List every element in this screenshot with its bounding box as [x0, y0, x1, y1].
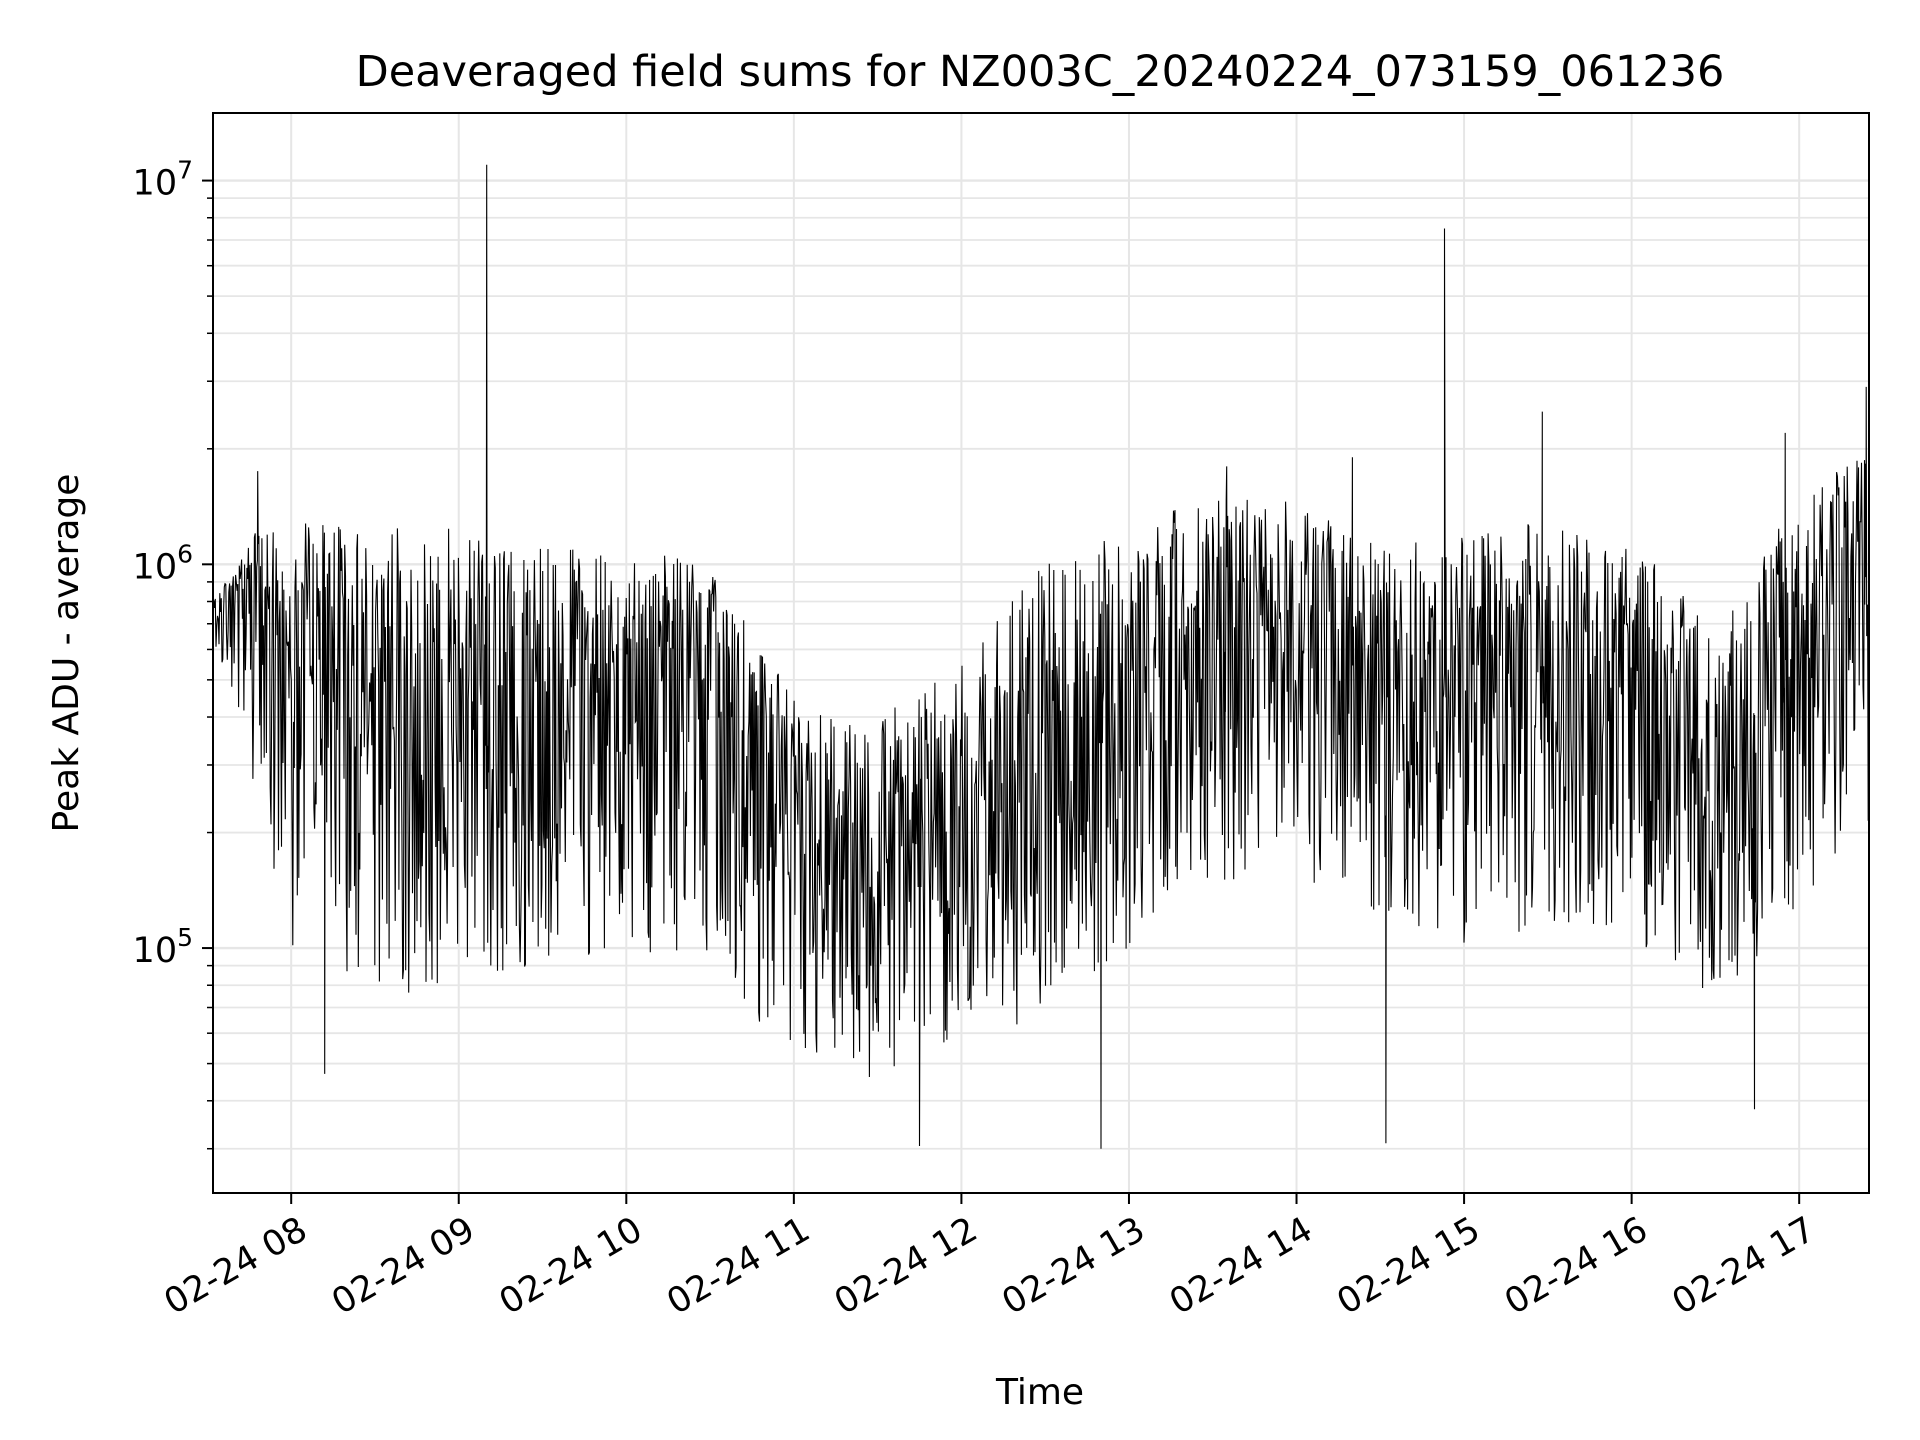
- chart-title: Deaveraged field sums for NZ003C_2024022…: [356, 47, 1725, 97]
- plot-frame: [212, 112, 1870, 1194]
- series-layer: [213, 164, 1869, 1149]
- y-ticks: 105 106 107: [133, 156, 213, 1150]
- y-tick-label: 105: [133, 923, 193, 971]
- y-axis-label: Peak ADU - average: [46, 474, 87, 833]
- y-tick-label: 107: [133, 156, 193, 204]
- x-axis-label: Time: [995, 1372, 1084, 1413]
- series-line: [213, 164, 1869, 1149]
- y-tick-label: 106: [133, 539, 193, 587]
